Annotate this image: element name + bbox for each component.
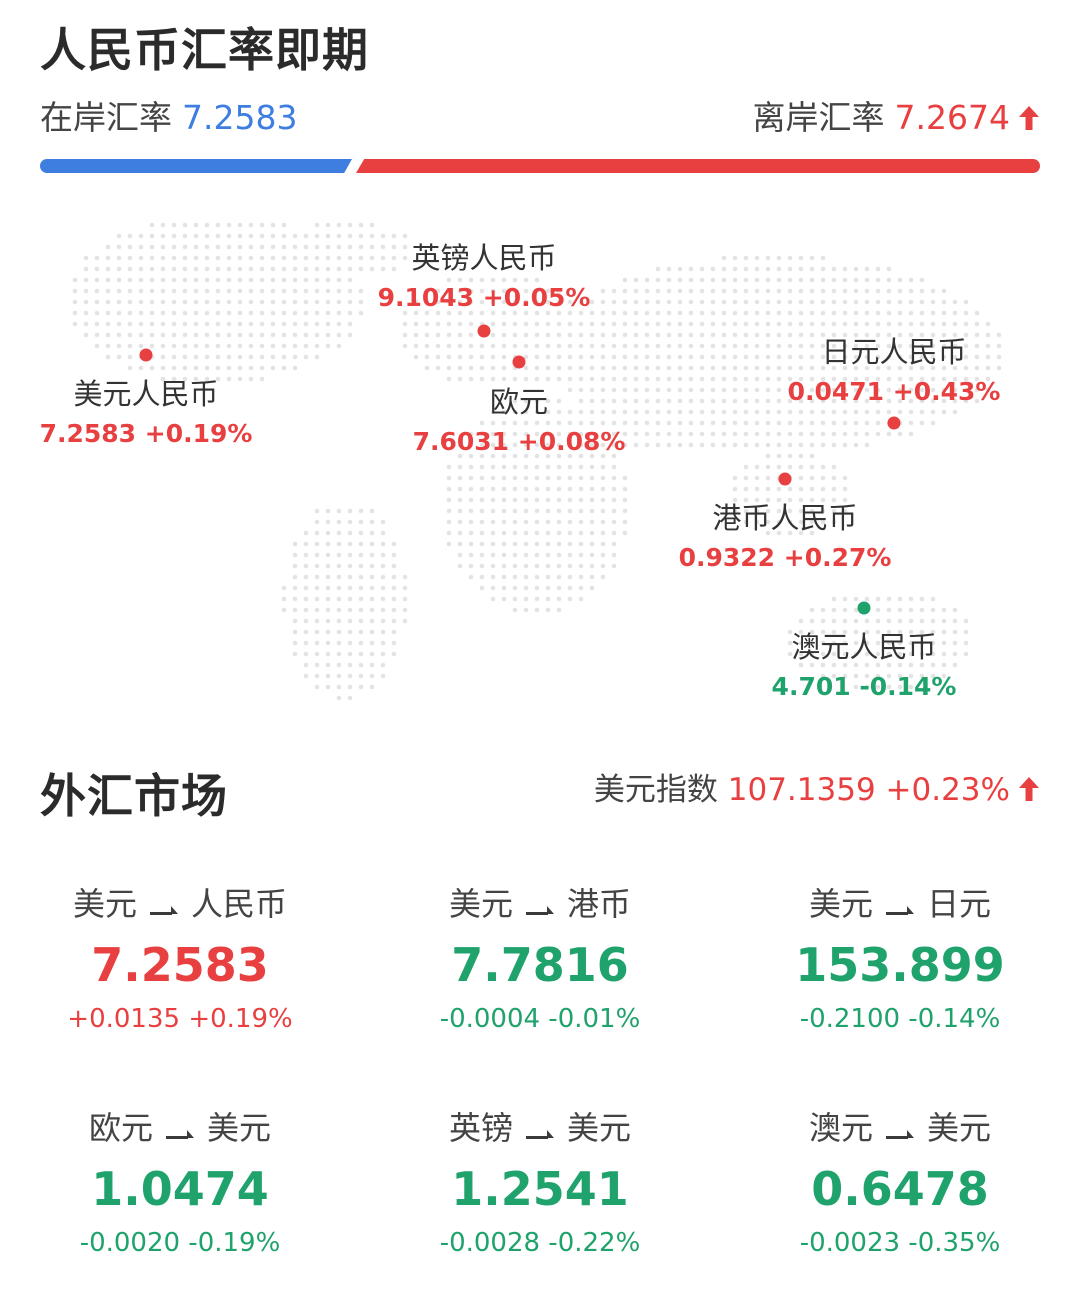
fx-pair-card[interactable]: 英镑 美元 1.2541 -0.0028 -0.22%: [360, 1108, 720, 1260]
fx-pair-name: 欧元 美元: [0, 1108, 360, 1150]
arrow-right-icon: [525, 1110, 555, 1150]
fx-market-title: 外汇市场: [40, 769, 228, 823]
fx-pair-from: 美元: [72, 885, 137, 923]
fx-pair-change: -0.0023 -0.35%: [799, 1228, 1001, 1258]
map-city-value: 7.2583 +0.19%: [39, 419, 253, 448]
fx-pair-card[interactable]: 欧元 美元 1.0474 -0.0020 -0.19%: [0, 1108, 360, 1260]
offshore-rate-label: 离岸汇率: [752, 98, 885, 137]
map-city-name: 英镑人民币: [411, 241, 557, 275]
fx-pair-from: 美元: [448, 885, 513, 923]
usd-index-value: 107.1359 +0.23%: [727, 772, 1010, 808]
onshore-rate-value: 7.2583: [182, 98, 298, 137]
fx-pair-from: 美元: [808, 885, 873, 923]
onshore-rate-bar: [40, 159, 352, 173]
map-marker-dot[interactable]: [778, 472, 792, 486]
arrow-right-icon: [525, 886, 555, 926]
offshore-rate-value: 7.2674: [894, 98, 1010, 137]
usd-index[interactable]: 美元指数 107.1359 +0.23%: [594, 770, 1040, 812]
page-title: 人民币汇率即期: [40, 23, 369, 77]
fx-pair-change: -0.0028 -0.22%: [439, 1228, 641, 1258]
arrow-right-icon: [885, 1110, 915, 1150]
map-city-value: 0.0471 +0.43%: [787, 377, 1001, 406]
fx-pair-rate: 7.7816: [451, 938, 629, 992]
fx-pair-card[interactable]: 美元 日元 153.899 -0.2100 -0.14%: [720, 884, 1080, 1036]
fx-pair-change: +0.0135 +0.19%: [67, 1004, 293, 1034]
map-city-name: 美元人民币: [73, 377, 219, 411]
fx-pair-name: 美元 日元: [720, 884, 1080, 926]
offshore-rate[interactable]: 离岸汇率 7.2674: [753, 96, 1040, 142]
fx-pair-card[interactable]: 美元 港币 7.7816 -0.0004 -0.01%: [360, 884, 720, 1036]
fx-pair-rate: 1.0474: [91, 1162, 269, 1216]
map-city-name: 澳元人民币: [791, 630, 937, 664]
map-marker-dot[interactable]: [887, 416, 901, 430]
fx-pair-change: -0.0004 -0.01%: [439, 1004, 641, 1034]
fx-pair-to: 美元: [927, 1109, 992, 1147]
fx-pair-name: 澳元 美元: [720, 1108, 1080, 1150]
fx-pair-card[interactable]: 澳元 美元 0.6478 -0.0023 -0.35%: [720, 1108, 1080, 1260]
map-city-value: 7.6031 +0.08%: [412, 427, 626, 456]
fx-pair-to: 日元: [927, 885, 992, 923]
fx-pair-name: 美元 人民币: [0, 884, 360, 926]
fx-pair-rate: 7.2583: [91, 938, 269, 992]
map-city-name: 港币人民币: [712, 501, 858, 535]
fx-pair-rate: 1.2541: [451, 1162, 629, 1216]
onshore-rate[interactable]: 在岸汇率 7.2583: [40, 96, 297, 140]
map-city-name: 日元人民币: [821, 335, 967, 369]
fx-pair-from: 澳元: [808, 1109, 873, 1147]
fx-pair-to: 港币: [567, 885, 632, 923]
fx-pair-to: 美元: [567, 1109, 632, 1147]
map-marker-dot[interactable]: [857, 601, 871, 615]
fx-pair-rate: 153.899: [795, 938, 1005, 992]
fx-pair-to: 人民币: [191, 885, 288, 923]
arrow-up-icon: [1018, 772, 1040, 812]
fx-pair-change: -0.2100 -0.14%: [799, 1004, 1001, 1034]
fx-pair-to: 美元: [207, 1109, 272, 1147]
fx-pair-change: -0.0020 -0.19%: [79, 1228, 281, 1258]
offshore-rate-bar: [356, 159, 1040, 173]
arrow-right-icon: [885, 886, 915, 926]
fx-pair-name: 英镑 美元: [360, 1108, 720, 1150]
map-city-value: 0.9322 +0.27%: [678, 543, 892, 572]
usd-index-label: 美元指数: [593, 772, 718, 808]
arrow-up-icon: [1018, 98, 1040, 142]
map-marker-dot[interactable]: [512, 355, 526, 369]
arrow-right-icon: [165, 1110, 195, 1150]
arrow-right-icon: [149, 886, 179, 926]
fx-pair-from: 欧元: [88, 1109, 153, 1147]
map-city-value: 4.701 -0.14%: [771, 672, 957, 701]
fx-pair-card[interactable]: 美元 人民币 7.2583 +0.0135 +0.19%: [0, 884, 360, 1036]
fx-pair-from: 英镑: [448, 1109, 513, 1147]
map-marker-dot[interactable]: [477, 324, 491, 338]
map-city-name: 欧元: [489, 385, 549, 419]
fx-pair-rate: 0.6478: [811, 1162, 989, 1216]
map-city-value: 9.1043 +0.05%: [377, 283, 591, 312]
fx-pair-name: 美元 港币: [360, 884, 720, 926]
world-map: [72, 222, 1002, 701]
onshore-rate-label: 在岸汇率: [40, 98, 172, 137]
map-marker-dot[interactable]: [139, 348, 153, 362]
